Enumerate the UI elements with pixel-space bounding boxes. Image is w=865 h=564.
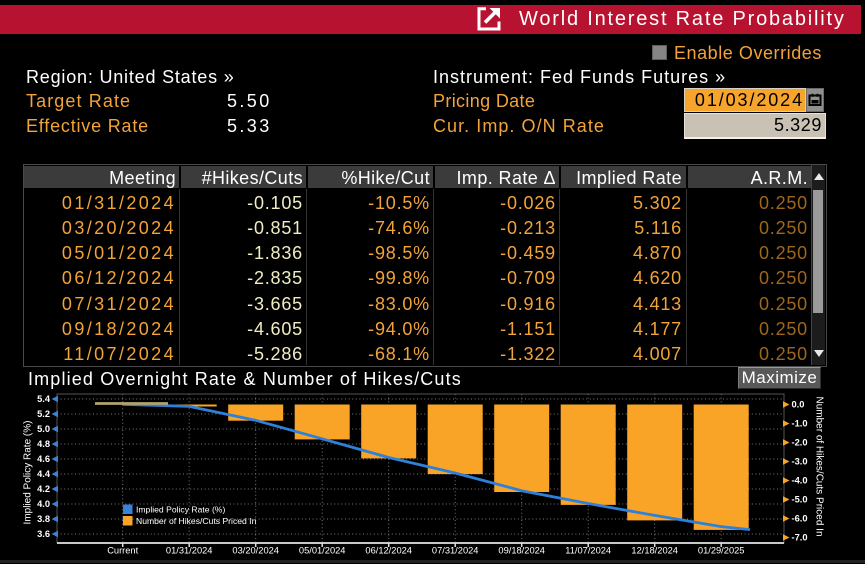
svg-text:05/01/2024: 05/01/2024: [299, 546, 346, 556]
svg-text:11/07/2024: 11/07/2024: [565, 546, 611, 556]
svg-text:07/31/2024: 07/31/2024: [432, 546, 479, 556]
svg-text:Implied Policy Rate (%): Implied Policy Rate (%): [136, 505, 225, 515]
svg-text:Number of Hikes/Cuts Priced In: Number of Hikes/Cuts Priced In: [814, 396, 825, 536]
svg-text:4.2: 4.2: [37, 484, 50, 494]
svg-text:01/29/2025: 01/29/2025: [698, 546, 745, 556]
svg-text:5.2: 5.2: [37, 409, 50, 419]
svg-text:09/18/2024: 09/18/2024: [498, 546, 545, 556]
svg-text:4.0: 4.0: [37, 499, 50, 509]
svg-text:-2.0: -2.0: [792, 438, 808, 448]
svg-text:-6.0: -6.0: [792, 514, 808, 524]
svg-text:Current: Current: [107, 546, 138, 556]
svg-text:06/12/2024: 06/12/2024: [365, 546, 412, 556]
svg-text:4.6: 4.6: [37, 454, 50, 464]
svg-text:03/20/2024: 03/20/2024: [232, 546, 279, 556]
svg-text:12/18/2024: 12/18/2024: [631, 546, 678, 556]
svg-text:-5.0: -5.0: [792, 495, 808, 505]
svg-text:5.0: 5.0: [37, 424, 50, 434]
svg-text:Number of Hikes/Cuts Priced In: Number of Hikes/Cuts Priced In: [136, 516, 257, 526]
svg-text:-1.0: -1.0: [792, 419, 808, 429]
svg-text:Implied Policy Rate (%): Implied Policy Rate (%): [23, 421, 34, 525]
svg-text:0.0: 0.0: [792, 400, 805, 410]
svg-text:01/31/2024: 01/31/2024: [166, 546, 213, 556]
svg-text:4.4: 4.4: [37, 469, 51, 479]
svg-text:-7.0: -7.0: [792, 533, 808, 543]
svg-text:-4.0: -4.0: [792, 476, 808, 486]
svg-text:4.8: 4.8: [37, 439, 50, 449]
svg-text:-3.0: -3.0: [792, 457, 808, 467]
svg-text:5.4: 5.4: [37, 394, 51, 404]
svg-text:3.6: 3.6: [37, 529, 50, 539]
svg-text:3.8: 3.8: [37, 514, 50, 524]
